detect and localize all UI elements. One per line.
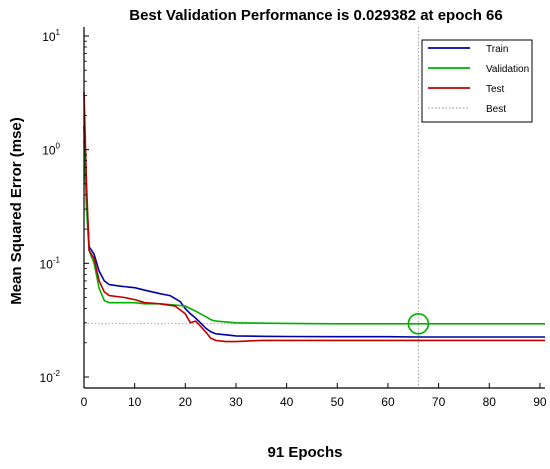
x-tick-label: 20 — [179, 395, 193, 409]
legend-label-validation: Validation — [486, 64, 529, 75]
x-tick-label: 60 — [381, 395, 395, 409]
best-point-layer — [407, 312, 430, 335]
series-line-test — [83, 92, 545, 343]
legend-label-best: Best — [486, 104, 506, 115]
x-tick-label: 90 — [533, 395, 547, 409]
x-tick-label: 0 — [81, 395, 88, 409]
best-marker-lines — [84, 27, 419, 388]
y-axis-label: Mean Squared Error (mse) — [8, 117, 25, 305]
best-point-circle — [407, 312, 430, 335]
legend-box — [421, 39, 533, 123]
x-tick-label: 40 — [280, 395, 294, 409]
y-tick-label: 101 — [42, 28, 60, 44]
x-tick-label: 80 — [483, 395, 497, 409]
x-tick-label: 50 — [331, 395, 345, 409]
y-tick-label: 10-2 — [40, 369, 61, 385]
x-tick-label: 30 — [229, 395, 243, 409]
legend: Train Validation Test Best — [421, 39, 533, 123]
y-axis-ticks: 10-2 10-1 100 101 — [40, 28, 89, 385]
x-tick-label: 10 — [128, 395, 142, 409]
x-tick-label: 70 — [432, 395, 446, 409]
series-line-validation — [83, 140, 545, 325]
legend-label-train: Train — [486, 44, 508, 55]
y-tick-label: 100 — [42, 142, 60, 158]
chart-title: Best Validation Performance is 0.029382 … — [129, 7, 503, 24]
series-line-train — [83, 126, 545, 338]
x-axis-ticks: 0 10 20 30 40 50 60 70 80 90 — [81, 383, 547, 409]
legend-label-test: Test — [486, 84, 505, 95]
y-tick-label: 10-1 — [40, 255, 61, 271]
series-layer — [83, 92, 545, 343]
x-axis-label: 91 Epochs — [267, 444, 342, 461]
